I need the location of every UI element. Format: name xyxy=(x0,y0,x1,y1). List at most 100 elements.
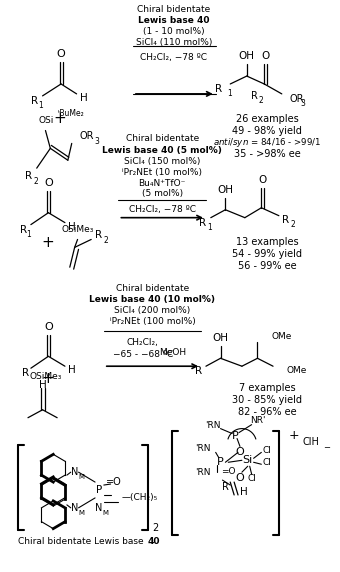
Text: MeOH: MeOH xyxy=(159,348,186,357)
Text: (5 mol%): (5 mol%) xyxy=(142,189,183,198)
Text: O: O xyxy=(236,447,244,458)
Text: SiCl₄ (200 mol%): SiCl₄ (200 mol%) xyxy=(114,306,191,315)
Text: H: H xyxy=(68,365,75,375)
Text: +: + xyxy=(54,111,66,126)
Text: 2: 2 xyxy=(152,523,159,533)
Text: +: + xyxy=(289,429,299,442)
Text: 13 examples: 13 examples xyxy=(236,237,299,248)
Text: M: M xyxy=(79,474,84,480)
Text: =O: =O xyxy=(221,467,236,476)
Text: 40: 40 xyxy=(148,537,160,546)
Text: NR': NR' xyxy=(250,416,265,425)
Text: 2: 2 xyxy=(259,96,264,105)
Text: Chiral bidentate: Chiral bidentate xyxy=(116,284,189,293)
Text: 3: 3 xyxy=(95,137,100,146)
Text: M: M xyxy=(103,510,109,516)
Text: OH: OH xyxy=(239,51,255,61)
Text: OH: OH xyxy=(212,333,228,343)
Text: ⁱPr₂NEt (10 mol%): ⁱPr₂NEt (10 mol%) xyxy=(122,168,202,177)
Text: O: O xyxy=(44,178,53,188)
Text: O: O xyxy=(236,473,244,483)
Text: P: P xyxy=(96,485,102,495)
Text: 49 - 98% yield: 49 - 98% yield xyxy=(232,125,302,136)
Text: R: R xyxy=(200,217,207,228)
Text: OH: OH xyxy=(217,185,233,195)
Text: −65 - −68 ºC: −65 - −68 ºC xyxy=(113,350,173,359)
Text: OMe: OMe xyxy=(271,332,291,341)
Text: OR: OR xyxy=(290,94,304,104)
Text: 'RN: 'RN xyxy=(195,444,211,453)
Text: 3: 3 xyxy=(301,100,306,108)
Text: +: + xyxy=(41,371,54,386)
Text: Cl: Cl xyxy=(263,458,272,467)
Text: Lewis base 40: Lewis base 40 xyxy=(138,16,209,25)
Text: ᵗBuMe₂: ᵗBuMe₂ xyxy=(58,109,85,118)
Text: N: N xyxy=(71,467,78,477)
Text: Cl: Cl xyxy=(247,474,256,483)
Text: Chiral bidentate Lewis base: Chiral bidentate Lewis base xyxy=(18,537,147,546)
Text: P: P xyxy=(217,457,224,467)
Text: OR: OR xyxy=(80,132,94,141)
Text: R: R xyxy=(19,225,27,235)
Text: Chiral bidentate: Chiral bidentate xyxy=(125,134,199,143)
Text: N: N xyxy=(71,503,78,513)
Text: 'RN: 'RN xyxy=(205,421,221,430)
Text: (1 - 10 mol%): (1 - 10 mol%) xyxy=(143,27,205,36)
Text: R: R xyxy=(96,231,103,240)
Text: −: − xyxy=(324,443,330,452)
Text: Lewis base 40 (10 mol%): Lewis base 40 (10 mol%) xyxy=(89,295,216,304)
Text: Bu₄N⁺TfO⁻: Bu₄N⁺TfO⁻ xyxy=(138,178,186,188)
Text: 1: 1 xyxy=(227,89,232,98)
Text: Lewis base 40 (5 mol%): Lewis base 40 (5 mol%) xyxy=(102,146,222,155)
Text: R: R xyxy=(251,91,258,101)
Text: H: H xyxy=(80,93,87,103)
Text: 30 - 85% yield: 30 - 85% yield xyxy=(232,395,302,405)
Text: OSiMe₃: OSiMe₃ xyxy=(62,225,94,234)
Text: 26 examples: 26 examples xyxy=(236,114,299,124)
Text: 1: 1 xyxy=(38,101,43,110)
Text: R: R xyxy=(22,368,30,378)
Text: 2: 2 xyxy=(290,220,295,229)
Text: ClH: ClH xyxy=(302,438,319,447)
Text: OSiMe₃: OSiMe₃ xyxy=(29,372,62,380)
Text: +: + xyxy=(41,235,54,250)
Text: R: R xyxy=(282,214,289,225)
Text: CH₂Cl₂, −78 ºC: CH₂Cl₂, −78 ºC xyxy=(140,53,207,62)
Text: CH₂Cl₂,: CH₂Cl₂, xyxy=(127,338,159,347)
Text: 7 examples: 7 examples xyxy=(239,383,295,393)
Text: R: R xyxy=(215,84,222,94)
Text: —(CH₂)₅: —(CH₂)₅ xyxy=(121,494,157,502)
Text: Cl: Cl xyxy=(263,446,272,455)
Text: Si: Si xyxy=(243,455,253,465)
Text: R: R xyxy=(26,171,33,181)
Text: 54 - 99% yield: 54 - 99% yield xyxy=(232,249,302,259)
Text: 56 - 99% ee: 56 - 99% ee xyxy=(238,261,296,271)
Text: R: R xyxy=(222,482,229,492)
Text: CH₂Cl₂, −78 ºC: CH₂Cl₂, −78 ºC xyxy=(129,205,196,214)
Text: O: O xyxy=(44,321,53,332)
Text: 35 - >98% ee: 35 - >98% ee xyxy=(234,149,301,159)
Text: M: M xyxy=(79,510,84,516)
Text: N: N xyxy=(95,503,103,513)
Text: H: H xyxy=(240,487,248,497)
Text: $\it{anti/syn}$ = 84/16 - >99/1: $\it{anti/syn}$ = 84/16 - >99/1 xyxy=(213,136,321,149)
Text: P: P xyxy=(232,431,238,440)
Text: O: O xyxy=(261,51,269,61)
Text: 2: 2 xyxy=(33,177,38,185)
Text: SiCl₄ (110 mol%): SiCl₄ (110 mol%) xyxy=(136,38,212,47)
Text: OSi: OSi xyxy=(39,116,54,125)
Text: 1: 1 xyxy=(27,230,31,239)
Text: 1: 1 xyxy=(207,223,212,232)
Text: R: R xyxy=(31,96,38,106)
Text: H: H xyxy=(39,380,47,390)
Text: 'RN: 'RN xyxy=(195,468,211,476)
Text: =O: =O xyxy=(106,477,121,487)
Text: H: H xyxy=(68,221,75,232)
Text: 82 - 96% ee: 82 - 96% ee xyxy=(238,407,296,417)
Text: 2: 2 xyxy=(103,236,108,245)
Text: O: O xyxy=(258,175,267,185)
Text: ⁱPr₂NEt (100 mol%): ⁱPr₂NEt (100 mol%) xyxy=(109,317,195,326)
Text: SiCl₄ (150 mol%): SiCl₄ (150 mol%) xyxy=(124,157,200,166)
Text: OMe: OMe xyxy=(287,366,307,375)
Text: Chiral bidentate: Chiral bidentate xyxy=(137,5,210,14)
